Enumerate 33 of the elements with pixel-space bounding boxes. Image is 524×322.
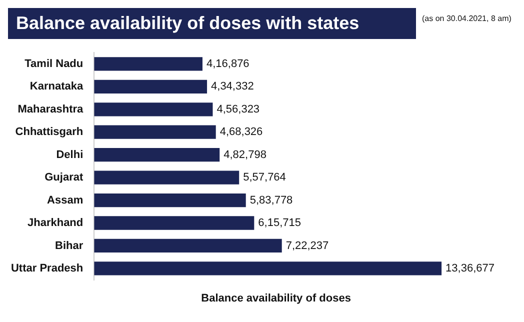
data-label: 5,83,778 <box>250 194 293 206</box>
data-label: 6,15,715 <box>258 217 301 230</box>
bar <box>94 170 240 184</box>
bar <box>94 238 282 253</box>
bar <box>94 193 246 208</box>
y-tick-label: Gujarat <box>44 172 84 184</box>
bar <box>94 125 216 139</box>
bar <box>94 148 220 162</box>
y-tick-label: Uttar Pradesh <box>10 262 84 274</box>
data-label: 13,36,677 <box>446 262 494 274</box>
y-tick-label: Chhattisgarh <box>15 126 84 138</box>
data-label: 4,16,876 <box>206 58 250 70</box>
data-label: 4,56,323 <box>216 103 260 116</box>
y-tick-label: Jharkhand <box>27 217 84 230</box>
data-label: 4,68,326 <box>220 126 263 138</box>
data-label: 7,22,237 <box>286 240 329 252</box>
data-label: 4,82,798 <box>224 148 266 161</box>
bar <box>94 80 208 94</box>
data-label: 5,57,764 <box>243 172 286 184</box>
text: (as on 30.04.2021, 8 am) <box>421 13 512 25</box>
y-tick-label: Maharashtra <box>18 103 84 116</box>
bar <box>94 216 254 230</box>
y-tick-label: Bihar <box>55 240 84 252</box>
bar <box>94 57 202 71</box>
bar <box>94 262 442 276</box>
x-axis-title: Balance availability of doses <box>201 292 351 304</box>
y-tick-label: Tamil Nadu <box>24 58 84 70</box>
y-tick-label: Karnataka <box>30 80 84 93</box>
bar <box>94 102 213 116</box>
y-tick-label: Assam <box>47 194 84 206</box>
chart-title: Balance availability of doses with states <box>8 8 416 39</box>
y-tick-label: Delhi <box>56 148 84 161</box>
data-label: 4,34,332 <box>211 80 254 93</box>
